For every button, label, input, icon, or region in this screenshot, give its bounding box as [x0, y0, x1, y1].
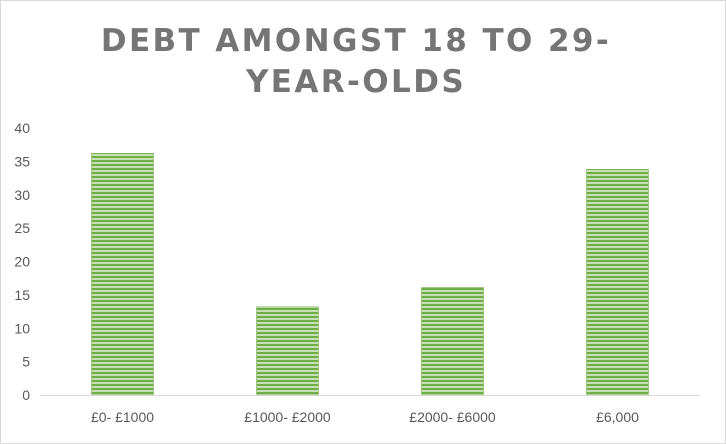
chart-title: DEBT AMONGST 18 TO 29-YEAR-OLDS: [100, 23, 612, 100]
y-tick-label: 10: [14, 320, 30, 336]
bar: [256, 306, 319, 396]
y-tick-label: 15: [14, 287, 30, 303]
x-tick-label: £1000- £2000: [244, 409, 331, 425]
x-tick-label: £6,000: [596, 409, 639, 425]
bars-group: [91, 153, 649, 396]
y-tick-label: 0: [22, 387, 30, 403]
bar: [421, 287, 484, 396]
y-tick-label: 5: [22, 354, 30, 370]
x-axis-tick-labels: £0- £1000 £1000- £2000 £2000- £6000 £6,000: [91, 409, 639, 425]
y-tick-label: 30: [14, 187, 30, 203]
y-tick-label: 20: [14, 254, 30, 270]
y-tick-label: 40: [14, 120, 30, 136]
y-axis-tick-labels: 0 5 10 15 20 25 30 35 40: [14, 120, 30, 403]
bar: [91, 153, 154, 396]
x-tick-label: £2000- £6000: [409, 409, 496, 425]
bar: [586, 169, 649, 396]
y-tick-label: 35: [14, 153, 30, 169]
y-tick-label: 25: [14, 220, 30, 236]
x-tick-label: £0- £1000: [91, 409, 154, 425]
